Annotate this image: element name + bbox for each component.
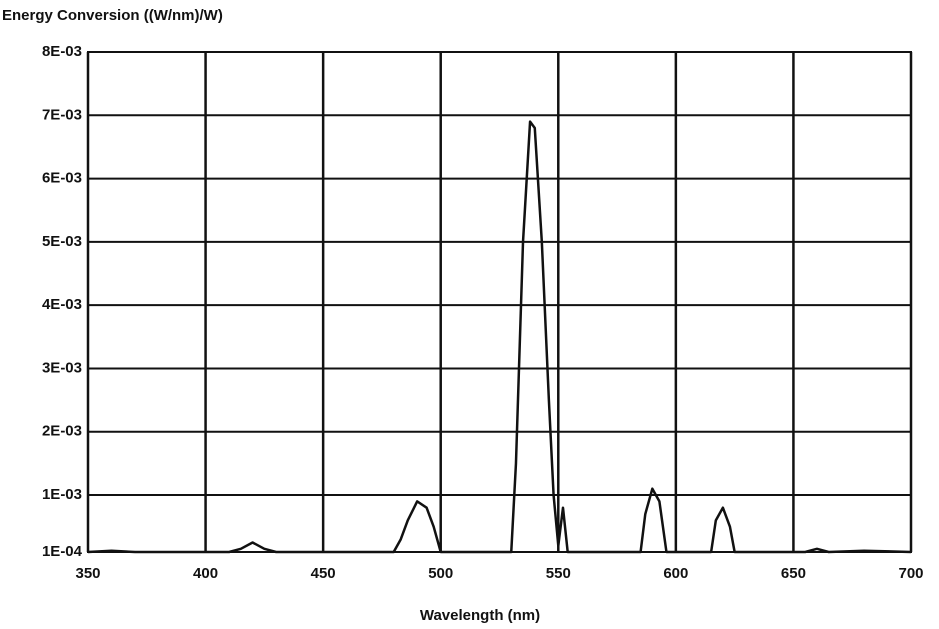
x-tick-label: 450	[311, 565, 336, 582]
x-tick-label: 550	[546, 565, 571, 582]
x-tick-label: 650	[781, 565, 806, 582]
y-tick-label: 1E-03	[42, 486, 82, 503]
y-axis-label: Energy Conversion ((W/nm)/W)	[2, 7, 223, 24]
x-tick-label: 500	[428, 565, 453, 582]
y-tick-label: 4E-03	[42, 296, 82, 313]
x-tick-label: 400	[193, 565, 218, 582]
plot-area	[87, 51, 912, 553]
y-tick-label: 5E-03	[42, 233, 82, 250]
x-axis-label: Wavelength (nm)	[420, 607, 540, 624]
y-tick-label: 2E-03	[42, 423, 82, 440]
y-tick-label: 1E-04	[42, 543, 83, 560]
y-tick-label: 6E-03	[42, 170, 82, 187]
y-tick-label: 3E-03	[42, 359, 82, 376]
x-tick-label: 350	[75, 565, 100, 582]
y-tick-label: 7E-03	[42, 106, 82, 123]
x-tick-label: 700	[898, 565, 923, 582]
y-tick-label: 8E-03	[42, 43, 82, 60]
spectrum-line	[87, 120, 912, 554]
x-tick-label: 600	[663, 565, 688, 582]
